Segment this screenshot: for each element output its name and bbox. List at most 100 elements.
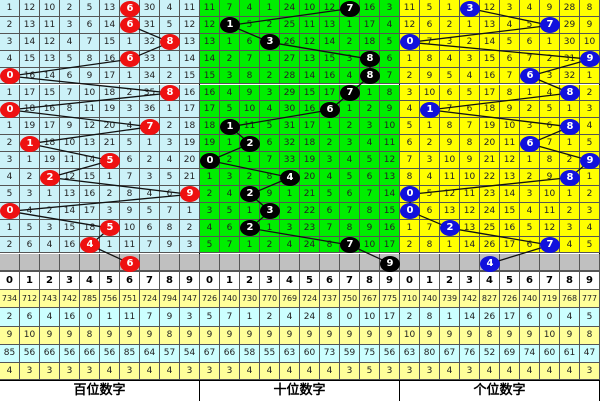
- stat-cell: 10: [360, 308, 380, 327]
- omission-cell: 16: [380, 219, 400, 237]
- omission-cell: 14: [100, 16, 120, 34]
- omission-cell: 2: [320, 135, 340, 153]
- omission-cell: 5: [460, 84, 480, 102]
- stat-cell: 9: [500, 327, 520, 345]
- omission-cell: 21: [180, 169, 200, 186]
- omission-cell: 12: [500, 152, 520, 169]
- stat-cell: 3: [60, 363, 80, 380]
- omission-cell: 3: [580, 101, 600, 119]
- omission-cell: 1: [400, 219, 420, 237]
- omission-cell: 3: [420, 152, 440, 169]
- omission-cell: 8: [400, 169, 420, 186]
- omission-cell: 1: [40, 185, 60, 203]
- stat-cell: 9: [320, 327, 340, 345]
- stat-cell: 4: [40, 308, 60, 327]
- omission-cell: 36: [140, 101, 160, 119]
- stat-cell: 69: [500, 345, 520, 363]
- omission-cell: 4: [200, 219, 220, 237]
- omission-cell: 17: [80, 202, 100, 220]
- omission-cell: 6: [140, 219, 160, 237]
- next-row-cell: [500, 253, 520, 271]
- stat-cell: 5: [580, 308, 600, 327]
- omission-cell: 11: [40, 16, 60, 34]
- digit-header: 6: [320, 271, 340, 290]
- omission-cell: 24: [300, 236, 320, 254]
- stat-cell: 4: [560, 363, 580, 380]
- omission-cell: 10: [420, 84, 440, 102]
- omission-cell: 3: [340, 135, 360, 153]
- omission-cell: 1: [440, 0, 460, 17]
- stat-cell: 14: [460, 308, 480, 327]
- omission-cell: 11: [180, 0, 200, 17]
- stat-cell: 73: [320, 345, 340, 363]
- omission-cell: 13: [60, 185, 80, 203]
- stat-cell: 739: [440, 290, 460, 308]
- omission-cell: 2: [340, 33, 360, 51]
- omission-cell: 12: [320, 0, 340, 17]
- stat-cell: 63: [400, 345, 420, 363]
- stat-cell: 768: [560, 290, 580, 308]
- omission-cell: 9: [580, 16, 600, 34]
- omission-cell: 8: [420, 236, 440, 254]
- stat-cell: 1: [100, 308, 120, 327]
- omission-cell: 14: [460, 236, 480, 254]
- omission-cell: 10: [300, 0, 320, 17]
- omission-cell: 31: [280, 118, 300, 136]
- next-row-cell: [560, 253, 580, 271]
- number-ball: 6: [320, 101, 340, 118]
- stat-cell: 785: [80, 290, 100, 308]
- next-row-cell: [40, 253, 60, 271]
- omission-cell: 14: [380, 185, 400, 203]
- digit-header: 7: [540, 271, 560, 290]
- omission-cell: 2: [360, 101, 380, 119]
- omission-cell: 14: [40, 67, 60, 85]
- omission-cell: 24: [280, 0, 300, 17]
- panel-label: 百位数字: [0, 380, 199, 402]
- stat-cell: 2: [0, 308, 20, 327]
- stat-cell: 7: [220, 308, 240, 327]
- omission-cell: 6: [120, 152, 140, 169]
- omission-cell: 15: [80, 169, 100, 186]
- next-row-cell: [260, 253, 280, 271]
- omission-cell: 5: [360, 152, 380, 169]
- omission-cell: 3: [200, 202, 220, 220]
- digit-header: 4: [480, 271, 500, 290]
- stat-cell: 10: [400, 327, 420, 345]
- digit-header: 1: [420, 271, 440, 290]
- omission-cell: 17: [40, 118, 60, 136]
- stat-cell: 3: [80, 363, 100, 380]
- omission-cell: 7: [460, 118, 480, 136]
- omission-cell: 33: [280, 152, 300, 169]
- omission-cell: 11: [80, 101, 100, 119]
- omission-cell: 15: [180, 67, 200, 85]
- stat-cell: 4: [260, 363, 280, 380]
- omission-cell: 1: [340, 101, 360, 119]
- omission-cell: 24: [480, 202, 500, 220]
- omission-cell: 20: [180, 152, 200, 169]
- omission-cell: 16: [20, 67, 40, 85]
- stat-cell: 750: [340, 290, 360, 308]
- next-row-cell: [20, 253, 40, 271]
- stat-cell: 742: [460, 290, 480, 308]
- omission-cell: 7: [140, 236, 160, 254]
- omission-cell: 6: [420, 202, 440, 220]
- next-row-cell: [200, 253, 220, 271]
- omission-cell: 7: [120, 169, 140, 186]
- digit-header: 5: [100, 271, 120, 290]
- omission-cell: 6: [20, 236, 40, 254]
- next-row-cell: [280, 253, 300, 271]
- omission-cell: 12: [200, 16, 220, 34]
- stat-cell: 9: [120, 327, 140, 345]
- omission-cell: 1: [200, 169, 220, 186]
- omission-cell: 8: [540, 152, 560, 169]
- stat-cell: 3: [20, 363, 40, 380]
- stat-cell: 9: [340, 327, 360, 345]
- omission-cell: 2: [220, 50, 240, 68]
- next-row-cell: [360, 253, 380, 271]
- omission-cell: 8: [260, 169, 280, 186]
- omission-cell: 7: [220, 236, 240, 254]
- number-ball: 0: [0, 68, 20, 85]
- omission-cell: 12: [480, 0, 500, 17]
- omission-cell: 18: [180, 118, 200, 136]
- omission-cell: 8: [580, 0, 600, 17]
